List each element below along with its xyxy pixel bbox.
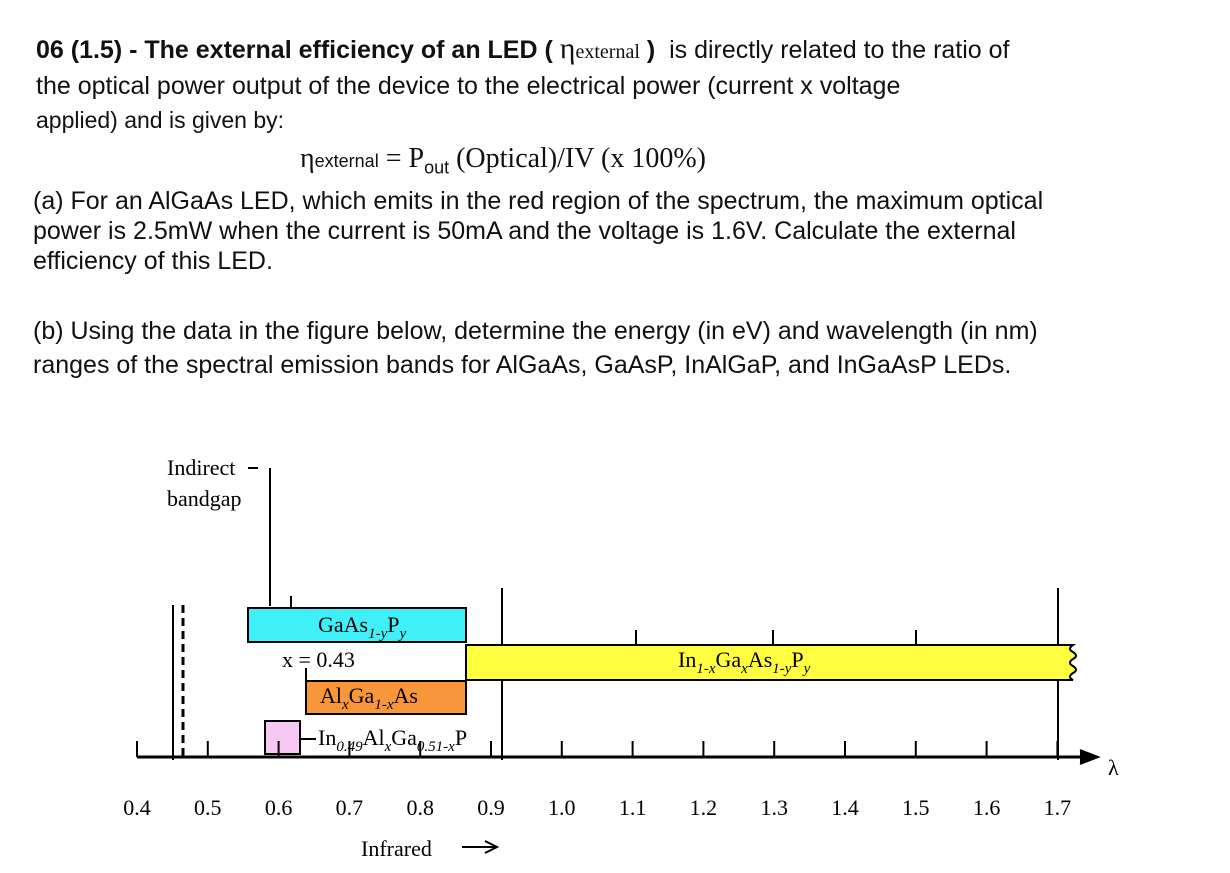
axis-tick-label: 0.8 — [406, 795, 434, 820]
axis-tick-label: 1.0 — [548, 795, 576, 820]
question-line: the optical power output of the device t… — [36, 72, 901, 100]
axis-tick-label: 1.5 — [902, 795, 930, 820]
axis-tick-label: 0.4 — [123, 795, 151, 820]
ingaasp-label: In1-xGaxAs1-yPy — [678, 647, 811, 677]
line: efficiency of this LED. — [33, 247, 273, 275]
axis-tick-label: 0.6 — [265, 795, 293, 820]
label-part: P — [455, 725, 467, 750]
label-part: Ga — [715, 647, 741, 672]
part-a: (a) For an AlGaAs LED, which emits in th… — [33, 186, 1043, 276]
question-rest: is directly related to the ratio of — [669, 36, 1010, 64]
indirect-label: Indirect — [167, 455, 235, 480]
subscript: 1-y — [772, 661, 791, 677]
label-part: As — [393, 683, 417, 708]
algaas-band — [305, 680, 467, 715]
formula-rest: (Optical)/IV (x 100%) — [456, 143, 706, 174]
formula: ηexternal = Pout (Optical)/IV (x 100%) — [300, 142, 706, 185]
subscript: y — [802, 661, 811, 677]
eta: η — [559, 32, 576, 65]
label-part: In — [318, 725, 336, 750]
infrared-label: Infrared — [361, 836, 432, 861]
label-part: In — [678, 647, 696, 672]
gaasp-band — [247, 607, 467, 643]
line: power is 2.5mW when the current is 50mA … — [33, 217, 1016, 245]
inalgap-band — [264, 720, 301, 755]
subscript: 1-x — [374, 697, 393, 713]
inalgap-label: In0.49AlxGa0.51-xP — [318, 725, 467, 755]
axis-tick-label: 1.3 — [760, 795, 788, 820]
eta-sub: external — [575, 41, 640, 63]
label-part: Ga — [349, 683, 375, 708]
subscript: 1-y — [368, 626, 387, 642]
line: ranges of the spectral emission bands fo… — [33, 351, 1012, 379]
subscript: x — [341, 697, 349, 713]
axis-tick-label: 1.6 — [973, 795, 1001, 820]
question-close: ) — [646, 36, 656, 64]
label-part: P — [791, 647, 803, 672]
axis-tick-label: 1.2 — [690, 795, 718, 820]
label-part: Ga — [391, 725, 417, 750]
question: 06 (1.5) - The external efficiency of an… — [36, 32, 1010, 137]
label-part: Al — [363, 725, 385, 750]
subscript: x — [740, 661, 748, 677]
axis-tick-label: 0.9 — [477, 795, 505, 820]
axis-tick-label: 1.1 — [619, 795, 647, 820]
algaas-label: AlxGa1-xAs — [320, 683, 418, 713]
axis-tick-label: 1.4 — [831, 795, 859, 820]
eta-sub: external — [314, 151, 379, 171]
line: (a) For an AlGaAs LED, which emits in th… — [33, 187, 1044, 215]
x-note: x = 0.43 — [282, 647, 355, 672]
subscript: x — [384, 739, 392, 755]
subscript: 0.51-x — [417, 739, 455, 755]
eta: η — [300, 143, 315, 174]
axis-tick-label: 0.5 — [194, 795, 222, 820]
subscript: 1-x — [696, 661, 715, 677]
ingaasp-band — [465, 644, 1077, 681]
lambda-label: λ — [1108, 755, 1119, 780]
gaasp-label: GaAs1-yPy — [318, 612, 407, 642]
axis-tick-label: 1.7 — [1044, 795, 1072, 820]
label-part: GaAs — [318, 612, 368, 637]
formula-eq: = P — [385, 143, 425, 174]
axis-tick-label: 0.7 — [336, 795, 364, 820]
label-part: P — [387, 612, 399, 637]
indirect-label: bandgap — [167, 486, 242, 511]
label-part: Al — [320, 683, 342, 708]
subscript: y — [398, 626, 407, 642]
question-lead: 06 (1.5) - The external efficiency of an… — [36, 36, 553, 64]
question-line: applied) and is given by: — [36, 107, 285, 133]
label-part: As — [748, 647, 772, 672]
part-b: (b) Using the data in the figure below, … — [33, 314, 1038, 382]
out-sub: out — [424, 157, 450, 178]
line: (b) Using the data in the figure below, … — [33, 317, 1038, 345]
